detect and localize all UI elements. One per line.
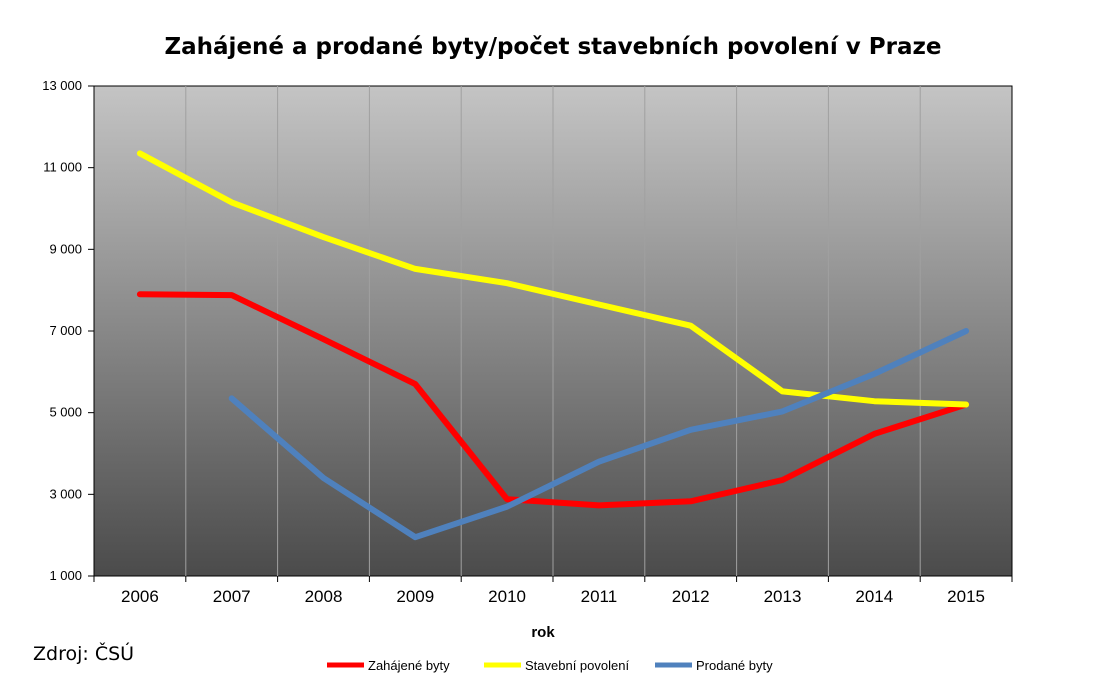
x-tick-label: 2006 (121, 587, 159, 606)
x-tick-label: 2007 (213, 587, 251, 606)
legend-label: Prodané byty (696, 658, 773, 673)
x-tick-label: 2015 (947, 587, 985, 606)
x-tick-label: 2013 (764, 587, 802, 606)
y-tick-label: 9 000 (49, 241, 82, 256)
x-tick-label: 2008 (305, 587, 343, 606)
y-tick-label: 3 000 (49, 486, 82, 501)
legend-label: Stavební povolení (525, 658, 629, 673)
x-tick-label: 2010 (488, 587, 526, 606)
x-axis: 2006 2007 2008 2009 2010 2011 2012 2013 2014 2015 (93, 576, 1013, 606)
y-tick-label: 13 000 (42, 78, 82, 93)
series-line-1 (136, 291, 970, 509)
source-note: Zdroj: ČSÚ (33, 643, 135, 665)
x-tick-label: 2014 (855, 587, 893, 606)
y-axis: 1 000 3 000 5 000 7 000 9 000 11 000 13 000 (42, 78, 94, 583)
chart-title: Zahájené a prodané byty/počet stavebních… (164, 34, 941, 60)
series-lines (136, 150, 970, 541)
series-line-3 (228, 328, 970, 541)
legend: Zahájené byty Stavební povolení Prodané by… (327, 658, 773, 673)
y-tick-label: 11 000 (43, 160, 82, 175)
y-tick-label: 7 000 (49, 323, 82, 338)
y-tick-label: 1 000 (49, 568, 82, 583)
x-tick-label: 2011 (581, 587, 618, 606)
x-tick-label: 2012 (672, 587, 710, 606)
y-tick-label: 5 000 (49, 405, 82, 420)
series-line-2 (136, 150, 970, 408)
x-axis-label: rok (531, 624, 555, 641)
gridlines (185, 86, 921, 576)
legend-label: Zahájené byty (368, 658, 450, 673)
x-tick-label: 2009 (396, 587, 434, 606)
